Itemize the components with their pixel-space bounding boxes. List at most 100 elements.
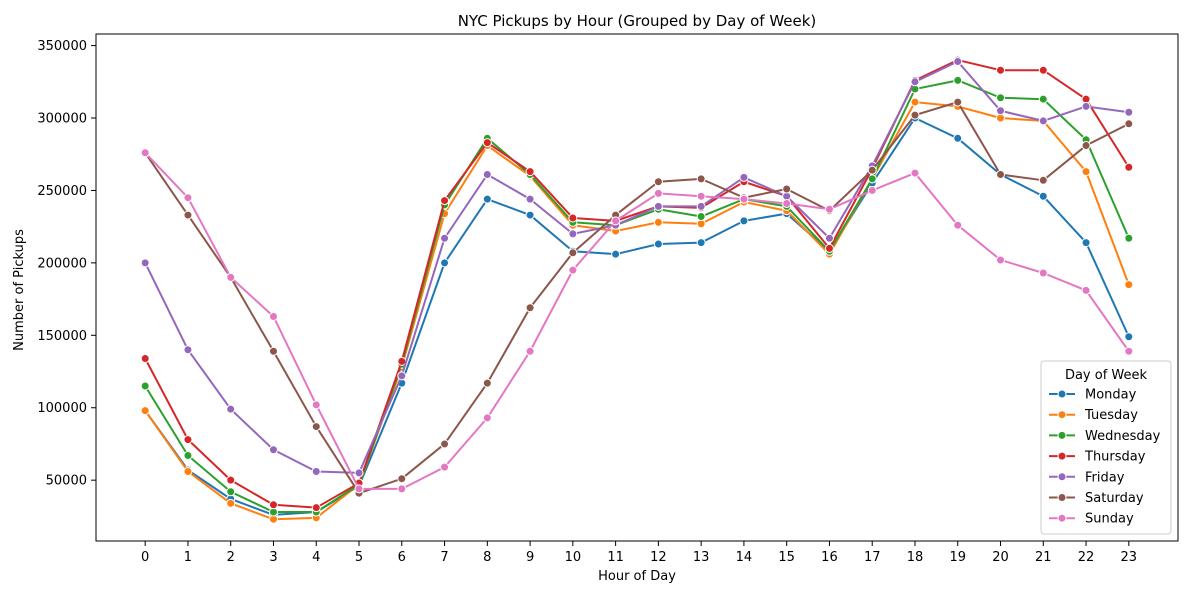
data-point-monday [1038,191,1048,201]
data-point-sunday [568,265,578,275]
data-point-friday [1124,107,1134,117]
data-point-sunday [397,484,407,494]
legend-entries: Monday Tuesday Wednesday Thursday Friday Satu… [1049,388,1161,527]
legend-entry-monday: Monday [1049,388,1137,403]
data-point-tuesday [226,498,236,508]
x-tick-label: 21 [1035,550,1052,565]
data-point-wednesday [953,75,963,85]
legend: Day of Week Monday Tuesday Wednesday Thursd… [1040,360,1172,535]
legend-label: Sunday [1085,512,1134,527]
data-point-sunday [1124,346,1134,356]
x-tick-label: 18 [907,550,924,565]
x-tick-label: 5 [355,550,363,565]
data-point-friday [354,468,364,478]
data-point-friday [824,233,834,243]
data-point-friday [739,172,749,182]
legend-label: Saturday [1085,491,1144,506]
y-axis-ticks: 50000 100000 150000 200000 250000 300000 35000… [37,39,96,489]
data-point-friday [140,258,150,268]
data-point-sunday [311,400,321,410]
data-point-tuesday [1081,167,1091,177]
data-point-tuesday [653,217,663,227]
series-line-friday [144,60,1129,474]
data-point-friday [397,371,407,381]
data-point-thursday [1038,65,1048,75]
series-line-saturday [144,101,1130,495]
data-point-friday [183,345,193,355]
data-point-monday [611,249,621,259]
data-point-saturday [782,184,792,194]
data-point-monday [1124,332,1134,342]
data-point-sunday [482,413,492,423]
data-point-tuesday [140,406,150,416]
legend-label: Monday [1085,388,1137,403]
legend-label: Tuesday [1084,408,1138,423]
legend-label: Wednesday [1085,429,1161,444]
x-tick-label: 3 [269,550,277,565]
data-point-thursday [140,353,150,363]
data-point-sunday [226,272,236,282]
data-point-friday [440,233,450,243]
data-point-saturday [268,346,278,356]
data-point-saturday [953,97,963,107]
data-point-wednesday [996,93,1006,103]
legend-swatch-marker [1057,472,1067,482]
series-saturday [140,97,1134,498]
data-point-saturday [482,378,492,388]
legend-entry-wednesday: Wednesday [1049,429,1161,444]
y-axis-label: Number of Pickups [12,229,27,351]
data-point-wednesday [1124,233,1134,243]
data-point-sunday [140,148,150,158]
data-point-wednesday [1038,94,1048,104]
y-tick-label: 200000 [37,256,87,271]
data-point-saturday [1124,119,1134,129]
data-point-monday [739,216,749,226]
x-tick-label: 19 [949,550,966,565]
data-point-saturday [183,210,193,220]
x-tick-label: 12 [650,550,667,565]
x-tick-label: 22 [1078,550,1095,565]
data-point-tuesday [1124,280,1134,290]
data-point-sunday [525,346,535,356]
data-point-thursday [568,213,578,223]
legend-swatch-marker [1057,389,1067,399]
series-line-wednesday [144,79,1130,514]
data-point-monday [440,258,450,268]
x-axis-ticks: 0 1 2 3 4 5 6 7 8 9 10 11 12 13 14 15 16 17 18 19 20 21 22 23 [141,541,1137,565]
data-point-sunday [653,188,663,198]
data-point-friday [226,404,236,414]
data-point-sunday [1081,285,1091,295]
data-point-sunday [268,311,278,321]
data-point-monday [482,194,492,204]
data-point-friday [1081,101,1091,111]
legend-entry-saturday: Saturday [1049,491,1144,506]
x-tick-label: 7 [440,550,448,565]
y-tick-label: 300000 [37,112,87,127]
x-tick-label: 15 [778,550,795,565]
data-point-saturday [867,165,877,175]
data-point-saturday [568,248,578,258]
y-tick-label: 150000 [37,329,87,344]
x-tick-label: 13 [693,550,710,565]
data-point-friday [1038,116,1048,126]
series-sunday [140,148,1134,494]
data-point-thursday [268,500,278,510]
data-point-friday [953,57,963,67]
data-point-thursday [996,65,1006,75]
x-tick-label: 0 [141,550,149,565]
data-point-monday [1081,238,1091,248]
data-point-saturday [397,474,407,484]
data-point-saturday [910,110,920,120]
y-tick-label: 100000 [37,401,87,416]
x-tick-label: 17 [864,550,881,565]
data-point-sunday [611,216,621,226]
data-point-sunday [440,462,450,472]
data-point-monday [953,133,963,143]
data-point-tuesday [183,466,193,476]
x-tick-label: 11 [607,550,624,565]
data-point-saturday [1038,175,1048,185]
data-point-friday [482,170,492,180]
y-tick-label: 250000 [37,184,87,199]
